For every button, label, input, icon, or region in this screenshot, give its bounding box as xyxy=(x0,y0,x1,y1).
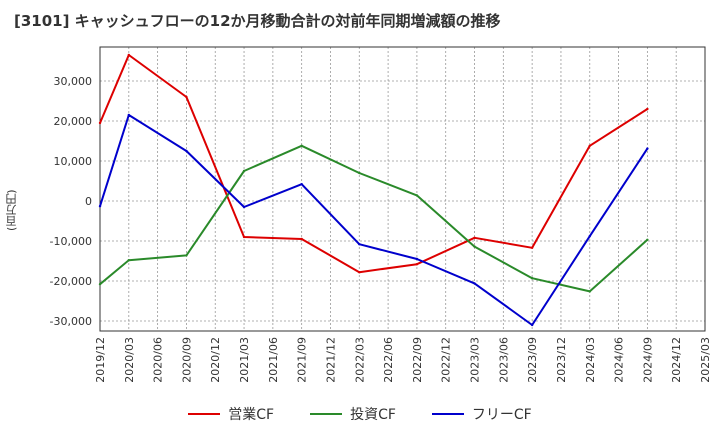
data-point-operating-cf xyxy=(98,121,102,125)
y-tick-label: 0 xyxy=(85,195,92,208)
legend-swatch-investing-cf xyxy=(310,413,343,415)
data-point-investing-cf xyxy=(242,169,246,173)
data-point-free-cf xyxy=(98,205,102,208)
y-tick-labels: 30,000 20,000 10,000 0 -10,000 -20,000 -30,000 xyxy=(50,75,92,328)
data-point-free-cf xyxy=(646,147,649,150)
data-point-free-cf xyxy=(185,149,188,153)
data-point-operating-cf xyxy=(127,53,131,57)
legend-label-free-cf: フリーCF xyxy=(471,407,532,423)
y-tick-label: -20,000 xyxy=(50,275,92,288)
legend: 営業CF 投資CF フリーCF xyxy=(0,404,720,424)
data-point-free-cf xyxy=(588,235,591,238)
x-tick-labels: 2019/12 2020/03 2020/06 2020/09 2020/12 2021/… xyxy=(94,337,712,383)
data-point-operating-cf xyxy=(185,95,188,99)
data-point-free-cf xyxy=(473,282,476,285)
x-tick-label: 2022/06 xyxy=(382,337,395,383)
legend-item-operating-cf: 営業CF xyxy=(188,404,274,424)
x-tick-label: 2023/06 xyxy=(497,337,510,383)
y-tick-label: -10,000 xyxy=(50,235,92,248)
data-point-investing-cf xyxy=(473,245,476,248)
x-tick-label: 2020/03 xyxy=(123,337,136,383)
x-tick-label: 2024/03 xyxy=(584,337,597,383)
x-tick-label: 2021/12 xyxy=(324,337,337,383)
series-layer xyxy=(98,53,649,327)
x-tick-label: 2021/06 xyxy=(267,337,280,383)
data-point-operating-cf xyxy=(242,235,246,239)
legend-swatch-operating-cf xyxy=(188,413,221,415)
x-tick-label: 2020/09 xyxy=(180,337,193,383)
legend-label-investing-cf: 投資CF xyxy=(350,407,396,423)
x-tick-label: 2022/03 xyxy=(353,337,366,383)
legend-swatch-free-cf xyxy=(431,413,464,415)
data-point-free-cf xyxy=(358,243,361,246)
series-line-operating-cf xyxy=(99,54,648,274)
x-tick-label: 2022/12 xyxy=(440,337,453,383)
data-point-free-cf xyxy=(530,323,534,327)
y-tick-label: 10,000 xyxy=(54,155,93,168)
legend-label-operating-cf: 営業CF xyxy=(228,407,275,423)
data-point-investing-cf xyxy=(300,144,303,147)
series-line-free-cf xyxy=(99,114,649,326)
data-point-investing-cf xyxy=(588,290,591,293)
data-point-operating-cf xyxy=(358,271,361,274)
x-tick-label: 2025/03 xyxy=(699,337,712,383)
data-point-investing-cf xyxy=(98,283,102,286)
plot-frame xyxy=(99,46,706,332)
x-tick-label: 2020/12 xyxy=(209,337,222,383)
data-point-investing-cf xyxy=(646,238,649,241)
x-tick-label: 2023/12 xyxy=(555,337,568,383)
x-tick-label: 2020/06 xyxy=(152,337,165,383)
legend-item-investing-cf: 投資CF xyxy=(310,404,396,424)
y-tick-label: -30,000 xyxy=(50,315,92,328)
x-tick-label: 2022/09 xyxy=(411,337,424,383)
x-tick-label: 2024/06 xyxy=(613,337,626,383)
x-tick-label: 2024/12 xyxy=(670,337,683,383)
chart-title: [3101] キャッシュフローの12か月移動合計の対前年同期増減額の推移 xyxy=(14,12,501,30)
x-tick-label: 2021/03 xyxy=(238,337,251,383)
data-point-free-cf xyxy=(300,183,303,186)
data-point-free-cf xyxy=(242,205,246,209)
data-point-investing-cf xyxy=(127,259,131,262)
data-point-operating-cf xyxy=(530,246,534,249)
data-point-investing-cf xyxy=(415,194,419,197)
data-point-investing-cf xyxy=(185,254,188,257)
data-point-operating-cf xyxy=(473,236,476,239)
data-point-operating-cf xyxy=(300,237,303,241)
data-point-operating-cf xyxy=(588,144,591,147)
x-tick-label: 2023/03 xyxy=(469,337,482,383)
data-point-investing-cf xyxy=(358,171,361,175)
x-tick-label: 2019/12 xyxy=(94,337,107,383)
y-tick-label: 30,000 xyxy=(54,75,93,88)
grid-layer xyxy=(99,47,706,331)
x-tick-label: 2024/09 xyxy=(641,337,654,383)
data-point-operating-cf xyxy=(415,263,419,266)
legend-item-free-cf: フリーCF xyxy=(431,404,532,424)
data-point-operating-cf xyxy=(646,107,649,111)
data-point-free-cf xyxy=(415,257,419,261)
y-tick-label: 20,000 xyxy=(54,115,93,128)
x-tick-label: 2023/09 xyxy=(526,337,539,383)
data-point-investing-cf xyxy=(530,277,534,280)
data-point-free-cf xyxy=(127,113,131,117)
x-tick-label: 2021/09 xyxy=(296,337,309,383)
